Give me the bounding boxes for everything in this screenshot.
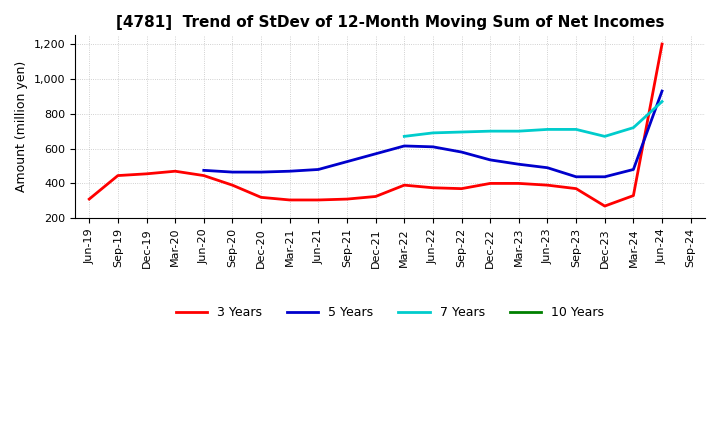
Title: [4781]  Trend of StDev of 12-Month Moving Sum of Net Incomes: [4781] Trend of StDev of 12-Month Moving… [116,15,665,30]
Legend: 3 Years, 5 Years, 7 Years, 10 Years: 3 Years, 5 Years, 7 Years, 10 Years [171,301,609,324]
Y-axis label: Amount (million yen): Amount (million yen) [15,61,28,192]
